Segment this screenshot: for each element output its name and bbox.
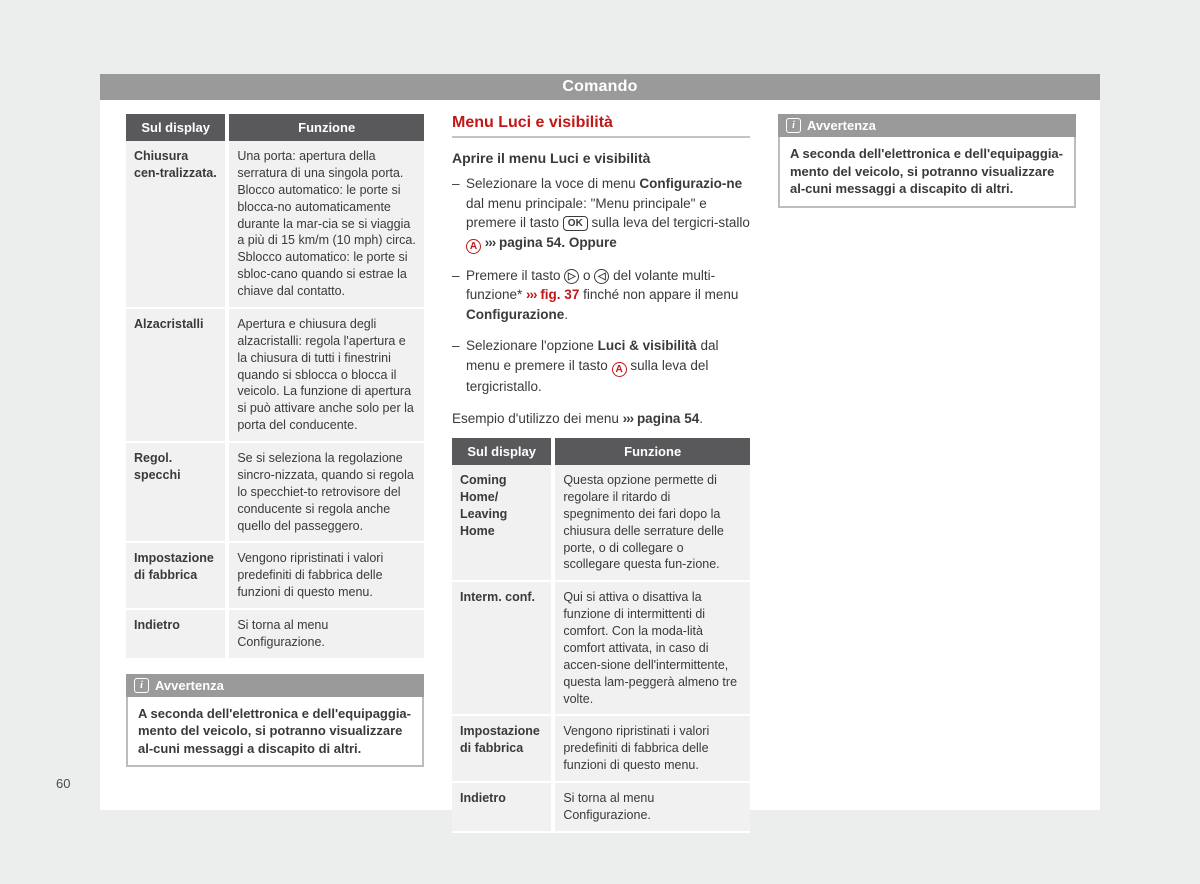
section-subhead: Aprire il menu Luci e visibilità [452, 150, 750, 166]
header-title: Comando [562, 78, 637, 95]
row-val: Apertura e chiusura degli alzacristalli:… [227, 308, 424, 442]
column-3: i Avvertenza A seconda dell'elettronica … [778, 114, 1076, 833]
table-row: Indietro Si torna al menu Configurazione… [126, 609, 424, 659]
t: Luci & visibilità [598, 338, 697, 353]
row-key: Impostazione di fabbrica [126, 542, 227, 609]
row-val: Si torna al menu Configurazione. [227, 609, 424, 659]
t: sulla leva del tergicri-stallo [588, 215, 750, 230]
row-val: Si torna al menu Configurazione. [553, 782, 750, 832]
circle-a-icon: A [612, 362, 627, 377]
t: . Oppure [561, 235, 617, 250]
page-number: 60 [56, 776, 70, 791]
table-row: Alzacristalli Apertura e chiusura degli … [126, 308, 424, 442]
step-item: Selezionare la voce di menu Configurazio… [452, 174, 750, 254]
info-icon: i [134, 678, 149, 693]
table-row: Coming Home/ Leaving Home Questa opzione… [452, 465, 750, 581]
chevron-icon: ››› [623, 411, 634, 426]
info-icon: i [786, 118, 801, 133]
left-key-icon: ◁ [594, 269, 609, 284]
t: Selezionare la voce di menu [466, 176, 639, 191]
row-key: Coming Home/ Leaving Home [452, 465, 553, 581]
column-1: Sul display Funzione Chiusura cen-traliz… [126, 114, 424, 833]
row-val: Questa opzione permette di regolare il r… [553, 465, 750, 581]
row-key: Chiusura cen-tralizzata. [126, 141, 227, 308]
t: Configurazio-ne [639, 176, 742, 191]
chevron-icon: ››› [526, 287, 537, 302]
notice-box: i Avvertenza A seconda dell'elettronica … [126, 674, 424, 768]
th-function: Funzione [227, 114, 424, 141]
row-key: Impostazione di fabbrica [452, 715, 553, 782]
manual-page: Comando Sul display Funzione Chiusura ce… [100, 74, 1100, 810]
table-comfort: Sul display Funzione Chiusura cen-traliz… [126, 114, 424, 660]
page-header: Comando [100, 74, 1100, 100]
right-key-icon: ▷ [564, 269, 579, 284]
circle-a-icon: A [466, 239, 481, 254]
step-item: Premere il tasto ▷ o ◁ del volante multi… [452, 266, 750, 325]
example-line: Esempio d'utilizzo dei menu ››› pagina 5… [452, 409, 750, 429]
column-layout: Sul display Funzione Chiusura cen-traliz… [100, 100, 1100, 833]
section-title: Menu Luci e visibilità [452, 114, 750, 138]
t: Configurazione [466, 307, 564, 322]
notice-label: Avvertenza [807, 118, 876, 133]
fig-ref: fig. 37 [540, 287, 579, 302]
row-key: Alzacristalli [126, 308, 227, 442]
column-2: Menu Luci e visibilità Aprire il menu Lu… [452, 114, 750, 833]
notice-body: A seconda dell'elettronica e dell'equipa… [778, 137, 1076, 208]
row-val: Qui si attiva o disattiva la funzione di… [553, 581, 750, 715]
notice-body: A seconda dell'elettronica e dell'equipa… [126, 697, 424, 768]
table-row: Interm. conf. Qui si attiva o disattiva … [452, 581, 750, 715]
table-row: Impostazione di fabbrica Vengono riprist… [126, 542, 424, 609]
notice-label: Avvertenza [155, 678, 224, 693]
t: finché non appare il menu [579, 287, 738, 302]
th-display: Sul display [126, 114, 227, 141]
row-key: Indietro [452, 782, 553, 832]
ok-key-icon: OK [563, 216, 588, 231]
step-item: Selezionare l'opzione Luci & visibilità … [452, 336, 750, 396]
th-display: Sul display [452, 438, 553, 465]
row-val: Vengono ripristinati i valori predefinit… [553, 715, 750, 782]
table-row: Impostazione di fabbrica Vengono riprist… [452, 715, 750, 782]
table-lights: Sul display Funzione Coming Home/ Leavin… [452, 438, 750, 833]
t: o [579, 268, 594, 283]
row-val: Vengono ripristinati i valori predefinit… [227, 542, 424, 609]
table-row: Indietro Si torna al menu Configurazione… [452, 782, 750, 832]
page-ref: pagina 54 [637, 411, 699, 426]
table-row: Regol. specchi Se si seleziona la regola… [126, 442, 424, 542]
th-function: Funzione [553, 438, 750, 465]
notice-header: i Avvertenza [778, 114, 1076, 137]
row-key: Regol. specchi [126, 442, 227, 542]
t: Premere il tasto [466, 268, 564, 283]
chevron-icon: ››› [485, 235, 496, 250]
t: Selezionare l'opzione [466, 338, 598, 353]
page-ref: pagina 54 [499, 235, 561, 250]
notice-header: i Avvertenza [126, 674, 424, 697]
row-key: Interm. conf. [452, 581, 553, 715]
row-key: Indietro [126, 609, 227, 659]
t: Esempio d'utilizzo dei menu [452, 411, 623, 426]
table-row: Chiusura cen-tralizzata. Una porta: aper… [126, 141, 424, 308]
row-val: Una porta: apertura della serratura di u… [227, 141, 424, 308]
notice-box: i Avvertenza A seconda dell'elettronica … [778, 114, 1076, 208]
row-val: Se si seleziona la regolazione sincro-ni… [227, 442, 424, 542]
step-list: Selezionare la voce di menu Configurazio… [452, 174, 750, 397]
